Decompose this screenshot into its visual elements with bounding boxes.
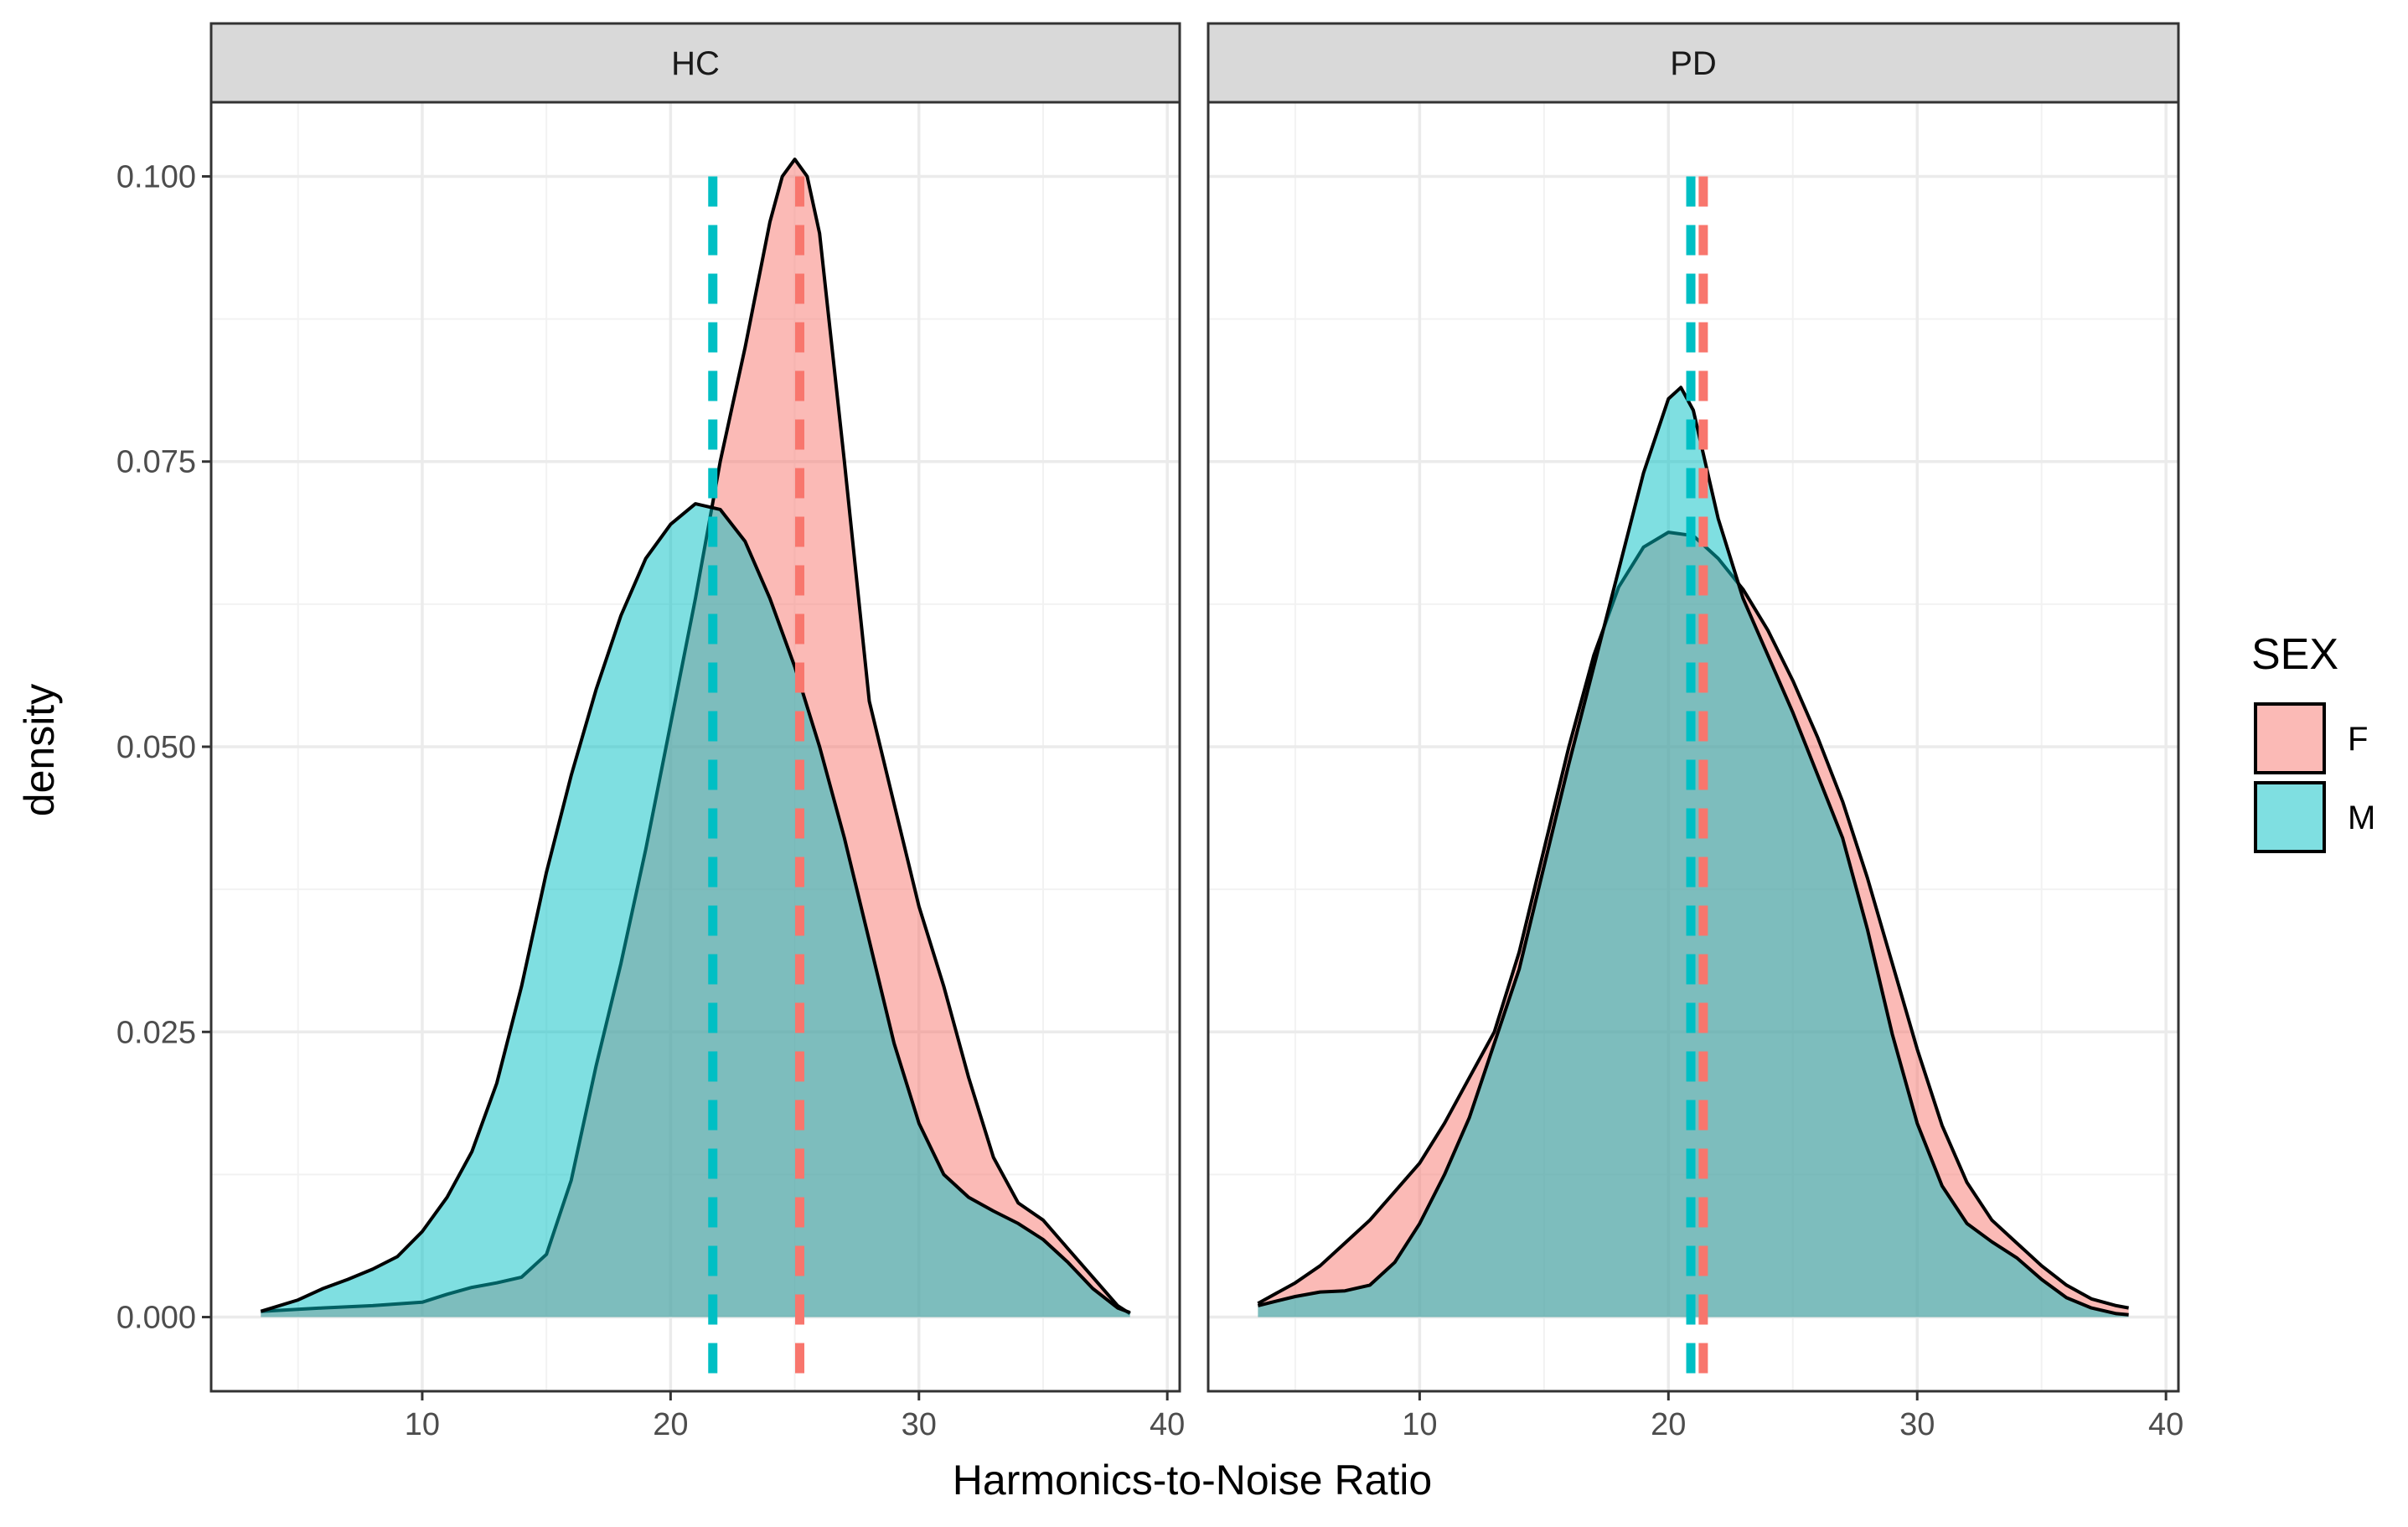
x-tick-label: 40 [2148,1407,2183,1442]
y-tick-label: 0.075 [116,445,196,480]
x-axis-title: Harmonics-to-Noise Ratio [953,1457,1432,1504]
facet-strip [1207,22,2180,104]
x-tick-label: 30 [902,1407,937,1442]
x-tick-label: 20 [1651,1407,1686,1442]
x-tick-label: 10 [1402,1407,1437,1442]
density-area-m [1258,387,2129,1317]
facet-strip-label: HC [671,45,720,82]
legend-label-m: M [2348,800,2375,836]
legend-key-m [2254,781,2326,853]
y-tick-label: 0.100 [116,159,196,194]
legend-label-f: F [2348,721,2368,758]
y-tick-label: 0.000 [116,1301,196,1336]
y-tick-label: 0.025 [116,1015,196,1050]
legend: SEX FM [2251,630,2375,853]
facet-strip [209,22,1181,104]
y-axis-title: density [16,684,63,816]
facet-panel-pd: PD 10 20 30 40 [1207,22,2183,1442]
legend-title: SEX [2251,630,2338,679]
density-line-m [1257,386,2129,1317]
x-tick-label: 20 [653,1407,688,1442]
facet-panels: HC 10 20 30 40 PD 10 20 30 40 [209,22,2183,1442]
facet-strip-label: PD [1670,45,1717,82]
x-tick-label: 40 [1150,1407,1185,1442]
density-area-m [261,504,1130,1317]
x-tick-label: 30 [1899,1407,1935,1442]
density-line-m [260,502,1131,1314]
legend-key-f [2254,702,2326,774]
y-tick-label: 0.050 [116,730,196,765]
facet-panel-hc: HC 10 20 30 40 [209,22,1185,1442]
legend-keys: FM [2254,702,2375,853]
x-tick-label: 10 [405,1407,440,1442]
y-axis: 0.000 0.025 0.050 0.075 0.100 [116,159,211,1336]
